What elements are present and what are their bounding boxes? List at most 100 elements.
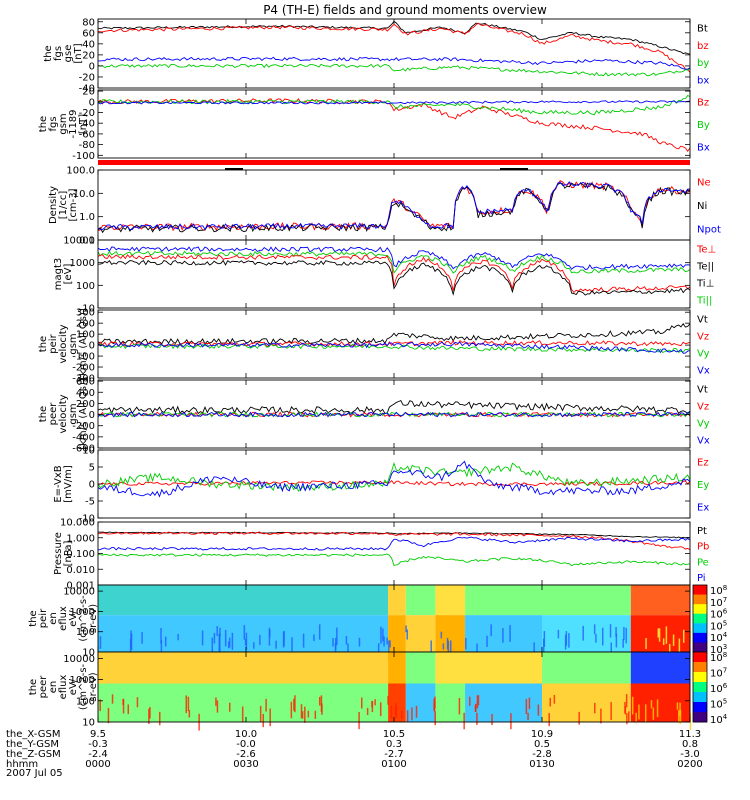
y-axis-label: the [38, 336, 49, 352]
heatmap-streak [390, 705, 393, 719]
colorbar-tick-label: 105 [710, 698, 727, 711]
heatmap-streak [625, 694, 628, 708]
x-axis-value: -2.8 [532, 749, 552, 760]
heatmap-streak [676, 702, 679, 710]
legend-Vx: Vx [697, 436, 710, 447]
colorbar-tick-label: 108 [710, 651, 727, 664]
heatmap-streak [177, 633, 179, 641]
y-axis-label: peer [38, 675, 49, 699]
series-Bt [97, 20, 691, 55]
y-tick-label: -40 [79, 119, 95, 130]
y-tick-label: 10 [82, 718, 95, 729]
y-axis-label: [nT] [73, 43, 84, 63]
colorbar-segment [693, 652, 707, 663]
heatmap-streak [635, 712, 637, 724]
y-tick-label: 600 [76, 377, 95, 388]
y-axis-label: magt3 [53, 258, 64, 291]
heatmap-streak [658, 628, 661, 642]
y-tick-label: 0 [89, 480, 95, 491]
heatmap-block [388, 615, 406, 652]
heatmap-streak [290, 701, 293, 719]
y-axis-label: [eV] [63, 264, 74, 285]
legend-bx: bx [697, 75, 709, 86]
series-group-density [97, 180, 691, 234]
colorbar-segment [693, 632, 707, 643]
heatmap-streak [593, 624, 596, 635]
heatmap-streak [644, 704, 647, 723]
heatmap-streak [615, 626, 617, 638]
heatmap-streak [469, 696, 471, 706]
y-tick-label: 0.1 [79, 236, 95, 247]
heatmap-streak [679, 709, 682, 725]
panel-peer-en-eflux: 108 107 106 105 104 10000 1000 100 10 the peer en ef… [28, 651, 728, 731]
y-tick-label: 1.000 [66, 533, 95, 544]
heatmap-streak [645, 638, 647, 649]
y-tick-label: -300 [72, 374, 95, 385]
heatmap-streak [211, 637, 214, 656]
x-axis-value: 0130 [529, 759, 554, 770]
heatmap-streak [216, 700, 219, 713]
y-tick-label: 10 [82, 446, 95, 457]
heatmap-streak [377, 643, 380, 658]
status-mark [500, 168, 528, 170]
x-axis-row-label: the_X-GSM [6, 729, 60, 740]
y-axis-label: [km/s (All Qs)] [78, 308, 89, 380]
heatmap-streak [313, 634, 315, 642]
heatmap-streak [300, 704, 303, 719]
series-Vt [97, 400, 691, 415]
heatmap-streak [578, 711, 580, 725]
series-Te|| [97, 259, 691, 296]
panel-pressure: Pt Pb Pe Pi 10.000 1.000 0.100 0.010 0.001Pressu… [53, 518, 709, 592]
series-Npot [97, 181, 691, 231]
heatmap-streak [216, 626, 218, 636]
heatmap-streak [99, 699, 101, 712]
heatmap-streak [99, 636, 102, 649]
colorbar-segment [693, 682, 707, 693]
y-axis-label: en [48, 612, 59, 625]
heatmap-streak [259, 705, 262, 722]
heatmap-streak [486, 635, 488, 647]
series-Ti|| [97, 250, 691, 274]
y-tick-label: 0.001 [66, 581, 95, 592]
series-Pi [97, 536, 691, 551]
legend-Ti⊥: Ti⊥ [696, 279, 714, 290]
heatmap-streak [491, 713, 493, 726]
x-axis-value: -0.0 [236, 739, 256, 750]
heatmap-streak [283, 630, 285, 646]
heatmap-streak [387, 695, 389, 705]
y-axis-label: [nT] [78, 114, 89, 134]
heatmap-streak [624, 702, 626, 714]
heatmap-block [405, 683, 436, 722]
heatmap-streak [650, 700, 653, 709]
colorbar-segment [693, 613, 707, 624]
legend-Ey: Ey [697, 480, 709, 491]
y-tick-label: -40 [79, 84, 95, 95]
legend-Te||: Te|| [696, 262, 714, 273]
heatmap-streak [187, 696, 190, 712]
y-axis-label: gse [63, 45, 74, 63]
legend-Ni: Ni [697, 201, 707, 212]
heatmap-streak [394, 706, 397, 716]
y-axis-label: velocity [58, 324, 69, 363]
panel-frame [97, 89, 691, 159]
series-Ti⊥ [97, 246, 691, 270]
heatmap-streak [371, 700, 374, 713]
legend-Vy: Vy [697, 349, 710, 360]
y-axis-label: fgs [53, 46, 64, 61]
colorbar-segment [693, 712, 707, 723]
y-tick-label: 10.0 [73, 189, 95, 200]
y-tick-label: 5 [89, 463, 95, 474]
heatmap-streak [141, 632, 143, 644]
heatmap-streak [594, 702, 596, 714]
y-axis-label: [nPa] [63, 540, 74, 566]
series-By [97, 94, 691, 116]
heatmap-streak [430, 640, 432, 656]
heatmap-streak [188, 710, 191, 718]
heatmap-streak [358, 712, 360, 730]
heatmap-streak [215, 697, 217, 706]
heatmap-streak [609, 624, 612, 638]
heatmap-block [630, 615, 690, 652]
heatmap-streak [528, 697, 531, 710]
heatmap-streak [600, 708, 602, 724]
